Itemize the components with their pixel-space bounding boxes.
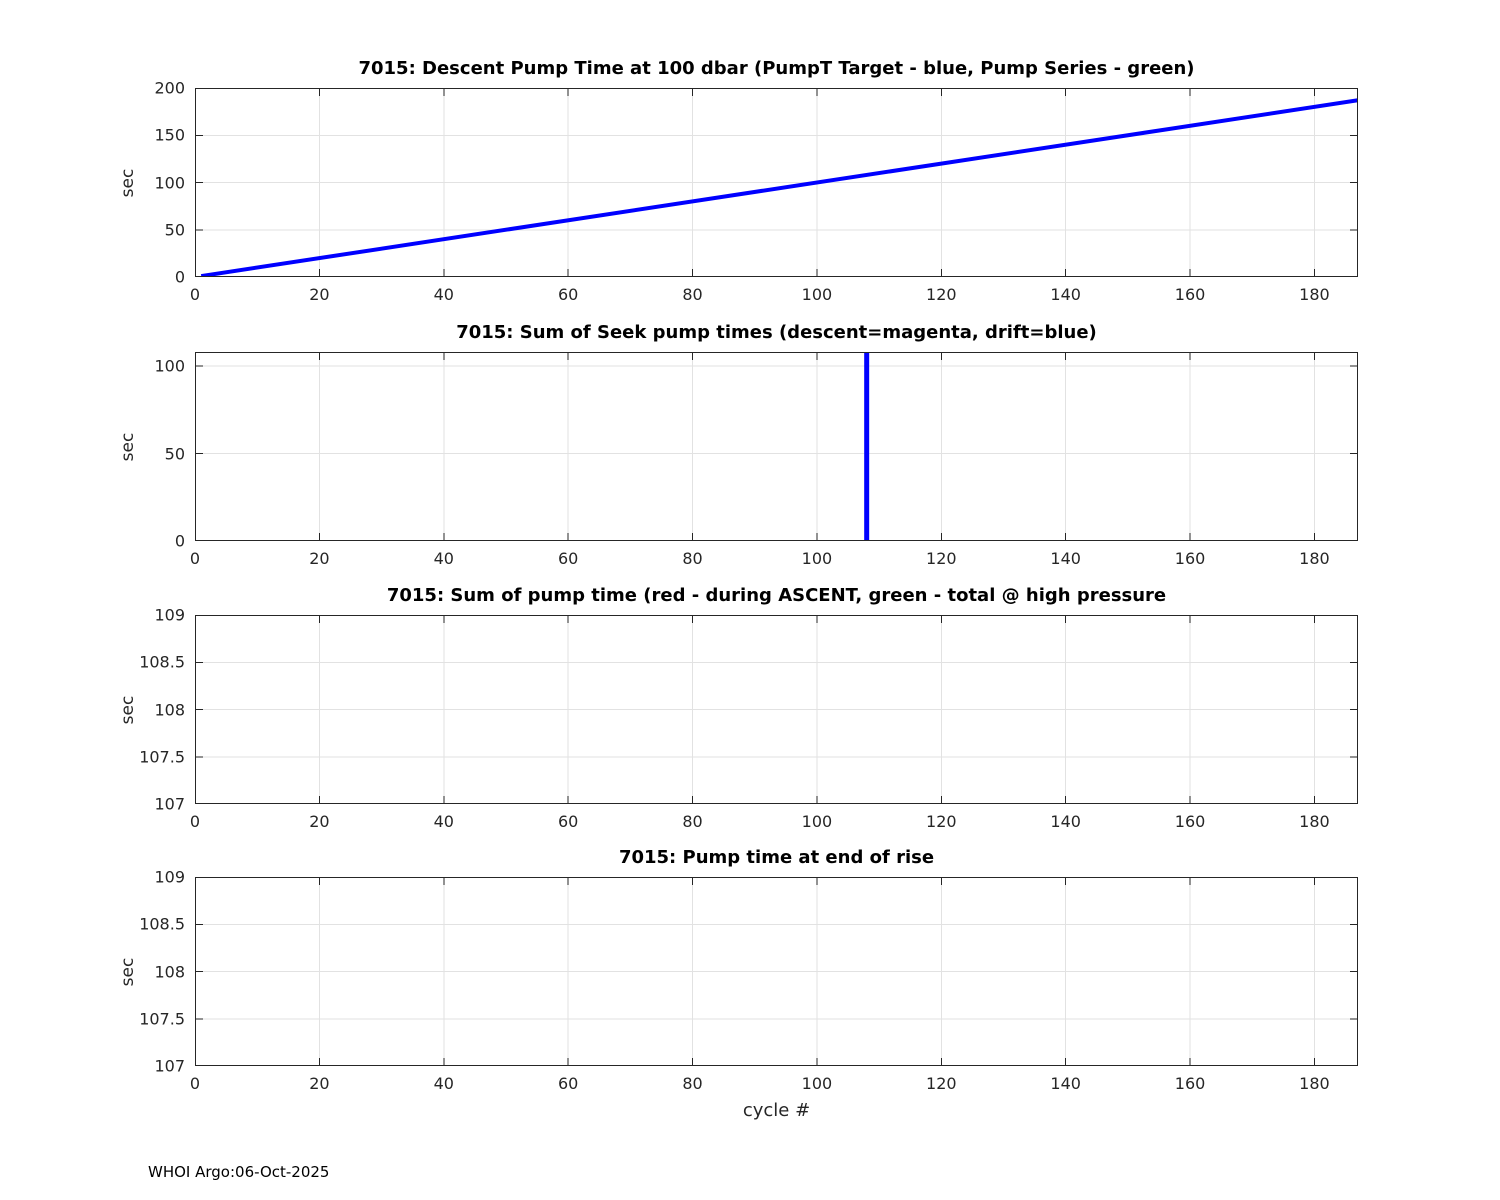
x-tick-label: 120 xyxy=(926,1074,957,1093)
plot-area: sec 0 20 40 60 80 100 120 140 160 180 107 107.5 108 1… xyxy=(118,868,1358,1093)
x-tick-label: 160 xyxy=(1174,812,1206,831)
x-tick-label: 80 xyxy=(682,1074,703,1093)
subplot-descent-pump-time: 7015: Descent Pump Time at 100 dbar (Pum… xyxy=(118,55,1358,304)
y-tick-label: 108.5 xyxy=(139,914,185,934)
chart-title: 7015: Descent Pump Time at 100 dbar (Pum… xyxy=(358,58,1195,79)
x-tick-label: 60 xyxy=(557,285,579,304)
x-tick-label: 60 xyxy=(557,812,579,831)
y-tick-label: 108.5 xyxy=(139,652,185,672)
chart-title: 7015: Sum of Seek pump times (descent=ma… xyxy=(456,322,1097,343)
y-tick-label: 0 xyxy=(174,267,185,287)
y-tick-label: 50 xyxy=(164,444,185,463)
x-tick-label: 180 xyxy=(1299,1074,1330,1093)
x-tick-label: 0 xyxy=(189,1074,201,1093)
x-tick-label: 180 xyxy=(1299,812,1330,831)
y-axis-label: sec xyxy=(118,168,138,197)
subplot-pump-time-end-of-rise: 7015: Pump time at end of rise sec 0 20 40… xyxy=(118,844,1358,1093)
y-tick-label: 100 xyxy=(154,173,185,192)
x-tick-label: 20 xyxy=(309,549,330,568)
y-tick-label: 107 xyxy=(154,794,185,814)
x-tick-label: 140 xyxy=(1050,285,1081,304)
x-tick-label: 20 xyxy=(309,285,330,304)
x-tick-label: 120 xyxy=(926,549,957,568)
x-tick-label: 160 xyxy=(1174,549,1206,568)
x-tick-label: 40 xyxy=(433,285,454,304)
x-tick-label: 100 xyxy=(801,1074,833,1093)
x-tick-label: 140 xyxy=(1050,1074,1081,1093)
x-axis-label: cycle # xyxy=(742,1100,811,1121)
x-tick-label: 180 xyxy=(1299,549,1330,568)
x-tick-label: 0 xyxy=(189,549,201,568)
x-tick-label: 80 xyxy=(682,549,703,568)
x-tick-label: 40 xyxy=(433,812,454,831)
footer-date-stamp: WHOI Argo:06-Oct-2025 xyxy=(148,1163,330,1181)
y-tick-label: 50 xyxy=(164,220,185,240)
x-tick-label: 100 xyxy=(801,812,833,831)
y-tick-label: 107.5 xyxy=(139,1009,185,1029)
x-tick-label: 80 xyxy=(682,812,703,831)
y-axis-label: sec xyxy=(118,695,138,724)
plot-area: sec 0 20 40 60 80 100 120 140 160 180 0 50 100 150 200 xyxy=(118,79,1358,304)
x-tick-label: 180 xyxy=(1299,285,1330,304)
x-tick-label: 120 xyxy=(926,285,957,304)
y-axis-label: sec xyxy=(118,957,138,986)
chart-title: 7015: Pump time at end of rise xyxy=(618,847,935,868)
x-tick-label: 40 xyxy=(433,1074,454,1093)
x-tick-label: 80 xyxy=(682,285,703,304)
y-tick-label: 200 xyxy=(154,78,185,98)
subplot-sum-pump-time: 7015: Sum of pump time (red - during ASC… xyxy=(118,582,1358,831)
y-tick-label: 109 xyxy=(154,605,185,625)
y-tick-label: 107.5 xyxy=(139,747,185,767)
x-tick-label: 160 xyxy=(1174,285,1206,304)
x-tick-label: 0 xyxy=(189,285,201,304)
y-tick-label: 109 xyxy=(154,867,185,887)
y-tick-label: 108 xyxy=(154,962,185,981)
x-tick-label: 140 xyxy=(1050,549,1081,568)
y-axis-label: sec xyxy=(118,432,138,461)
subplot-seek-pump-times: 7015: Sum of Seek pump times (descent=ma… xyxy=(118,319,1358,568)
x-tick-label: 160 xyxy=(1174,1074,1206,1093)
x-tick-label: 100 xyxy=(801,285,833,304)
y-tick-label: 108 xyxy=(154,700,185,719)
chart-title: 7015: Sum of pump time (red - during ASC… xyxy=(386,585,1167,606)
x-tick-label: 20 xyxy=(309,1074,330,1093)
y-tick-label: 150 xyxy=(154,125,185,145)
y-tick-label: 107 xyxy=(154,1056,185,1076)
x-tick-label: 60 xyxy=(557,1074,579,1093)
y-tick-label: 100 xyxy=(154,356,185,376)
x-tick-label: 60 xyxy=(557,549,579,568)
x-tick-label: 120 xyxy=(926,812,957,831)
y-tick-label: 0 xyxy=(174,531,185,551)
x-tick-label: 40 xyxy=(433,549,454,568)
plot-area: sec 0 20 40 60 80 100 120 140 160 180 0 50 100 xyxy=(118,352,1358,568)
x-tick-label: 140 xyxy=(1050,812,1081,831)
x-tick-label: 0 xyxy=(189,812,201,831)
plot-area: sec 0 20 40 60 80 100 120 140 160 180 107 107.5 108 1… xyxy=(118,606,1358,831)
x-tick-label: 20 xyxy=(309,812,330,831)
x-tick-label: 100 xyxy=(801,549,833,568)
